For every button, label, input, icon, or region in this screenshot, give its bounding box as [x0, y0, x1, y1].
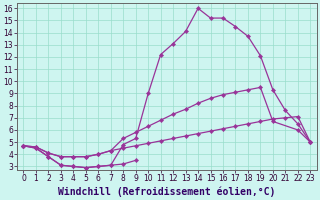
X-axis label: Windchill (Refroidissement éolien,°C): Windchill (Refroidissement éolien,°C)	[58, 186, 276, 197]
